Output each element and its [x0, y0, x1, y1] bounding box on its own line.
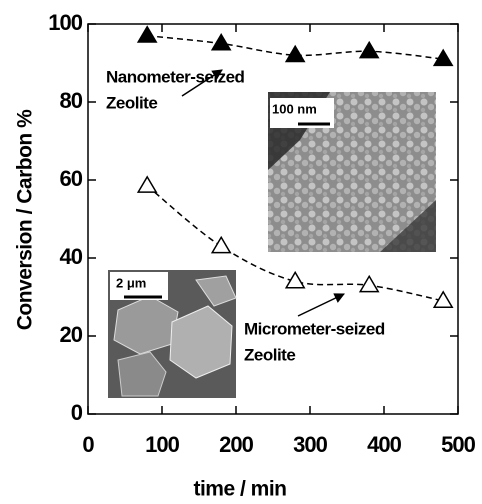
inset-label: 100 nm	[272, 101, 317, 116]
x-axis-label: time / min	[193, 478, 286, 501]
data-point	[360, 42, 378, 57]
data-point	[286, 46, 304, 61]
y-tick-label: 100	[48, 10, 82, 35]
y-tick-label: 80	[60, 88, 83, 113]
annotation: Zeolite	[106, 93, 157, 112]
sem-inset-micro: 2 μm	[108, 270, 236, 398]
x-tick-label: 100	[145, 432, 179, 457]
annotation-arrow	[298, 294, 344, 316]
annotation: Nanometer-seized	[106, 67, 245, 86]
sem-inset-nano: 100 nm	[268, 92, 436, 252]
y-tick-label: 60	[60, 166, 83, 191]
data-point	[138, 177, 156, 192]
annotation: Zeolite	[244, 345, 295, 364]
data-point	[212, 35, 230, 50]
x-tick-label: 200	[219, 432, 253, 457]
data-point	[138, 27, 156, 42]
inset-label: 2 μm	[116, 275, 146, 290]
x-tick-label: 0	[82, 432, 94, 457]
y-axis-label: Conversion / Carbon %	[14, 109, 37, 330]
y-tick-label: 20	[60, 322, 83, 347]
y-tick-label: 0	[71, 400, 83, 425]
x-tick-label: 500	[441, 432, 475, 457]
data-point	[212, 237, 230, 252]
y-tick-label: 40	[60, 244, 83, 269]
annotation: Micrometer-seized	[244, 319, 385, 338]
x-tick-label: 400	[367, 432, 401, 457]
x-tick-label: 300	[293, 432, 327, 457]
chart: 100 nm 2 μm time / min Conversion / Carb…	[0, 0, 482, 504]
